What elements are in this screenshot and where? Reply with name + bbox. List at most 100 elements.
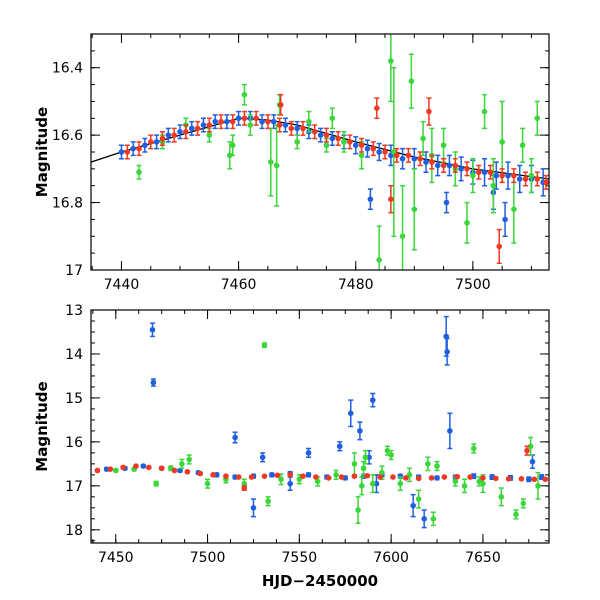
- blue-data-point: [150, 379, 157, 386]
- red-data-point: [464, 166, 470, 172]
- green-data-point: [411, 206, 418, 213]
- plot-frame: [90, 309, 550, 544]
- red-data-point: [253, 115, 259, 122]
- green-data-point: [278, 476, 284, 483]
- red-data-point: [475, 169, 482, 176]
- green-data-point: [440, 142, 447, 149]
- red-data-point: [171, 467, 178, 474]
- red-data-point: [480, 475, 486, 481]
- red-data-point: [210, 472, 216, 478]
- green-data-point: [355, 507, 361, 513]
- blue-data-point: [376, 149, 382, 155]
- blue-data-point: [357, 428, 363, 434]
- red-data-point: [235, 474, 242, 480]
- plot-area: [94, 315, 549, 529]
- red-data-point: [441, 474, 448, 480]
- red-series: [124, 93, 549, 265]
- red-data-point: [358, 142, 365, 149]
- green-data-point: [204, 480, 211, 487]
- green-data-point: [519, 142, 526, 149]
- blue-data-point: [367, 196, 374, 202]
- model-curve: [91, 117, 549, 180]
- red-data-point: [248, 474, 255, 480]
- axis-ticks: [91, 309, 549, 543]
- green-data-point: [499, 139, 505, 145]
- blue-data-point: [434, 162, 441, 169]
- green-data-point: [520, 500, 527, 507]
- blue-data-point: [165, 132, 172, 138]
- green-data-point: [476, 478, 483, 485]
- red-data-point: [206, 122, 213, 128]
- green-data-point: [247, 122, 254, 128]
- red-data-point: [351, 473, 358, 479]
- red-data-point: [325, 475, 332, 481]
- green-data-point: [376, 257, 382, 263]
- red-data-point: [107, 466, 114, 472]
- red-data-point: [338, 474, 345, 480]
- red-data-point: [276, 122, 283, 128]
- green-data-point: [498, 494, 505, 500]
- red-data-point: [467, 474, 473, 480]
- blue-data-point: [149, 326, 156, 333]
- red-data-point: [543, 179, 549, 186]
- blue-data-point: [177, 128, 183, 135]
- red-data-point: [124, 149, 131, 155]
- blue-data-point: [421, 516, 427, 522]
- y-tick-label: 16: [65, 435, 83, 451]
- red-data-point: [229, 118, 236, 125]
- green-data-point: [351, 461, 358, 467]
- blue-data-point: [200, 122, 207, 128]
- red-data-point: [390, 474, 396, 480]
- green-data-point: [384, 447, 391, 454]
- red-data-point: [94, 467, 101, 474]
- x-tick-label: 7650: [465, 550, 501, 566]
- red-data-point: [335, 135, 341, 142]
- blue-data-point: [444, 348, 450, 355]
- green-data-point: [136, 169, 142, 176]
- green-data-point: [513, 511, 519, 518]
- green-data-point: [406, 472, 413, 478]
- green-data-point: [434, 463, 440, 469]
- blue-data-point: [235, 115, 242, 122]
- blue-data-point: [142, 142, 148, 149]
- y-tick-label: 15: [65, 391, 83, 407]
- red-data-point: [183, 128, 189, 135]
- blue-data-point: [259, 454, 266, 461]
- green-data-point: [268, 159, 274, 165]
- red-data-point: [274, 472, 281, 479]
- blue-data-point: [305, 450, 312, 456]
- green-data-point: [430, 516, 437, 522]
- blue-data-point: [410, 502, 416, 509]
- red-data-point: [158, 465, 165, 472]
- y-tick-label: 16.8: [52, 196, 83, 212]
- green-series: [112, 342, 541, 527]
- green-data-point: [397, 480, 404, 487]
- blue-data-point: [443, 199, 450, 206]
- plot-frame: [90, 33, 550, 271]
- red-data-point: [405, 152, 412, 159]
- blue-data-point: [287, 480, 293, 487]
- red-data-point: [382, 149, 388, 155]
- red-data-point: [542, 476, 549, 483]
- green-data-point: [408, 78, 415, 84]
- green-data-point: [362, 454, 369, 461]
- green-data-point: [461, 483, 468, 489]
- blue-series: [118, 110, 546, 238]
- red-data-point: [287, 472, 293, 478]
- blue-data-point: [364, 145, 371, 152]
- green-data-point: [528, 172, 535, 179]
- green-data-point: [388, 58, 394, 64]
- green-data-point: [261, 342, 268, 348]
- blue-data-point: [529, 458, 536, 465]
- red-data-point: [300, 473, 306, 479]
- red-data-point: [531, 476, 538, 483]
- blue-data-point: [317, 132, 324, 138]
- red-data-point: [428, 475, 435, 481]
- x-tick-label: 7500: [190, 550, 226, 566]
- green-data-point: [534, 115, 541, 122]
- red-data-point: [323, 132, 330, 138]
- x-tick-label: 7440: [104, 277, 140, 293]
- red-data-point: [534, 176, 541, 182]
- red-data-point: [288, 125, 295, 132]
